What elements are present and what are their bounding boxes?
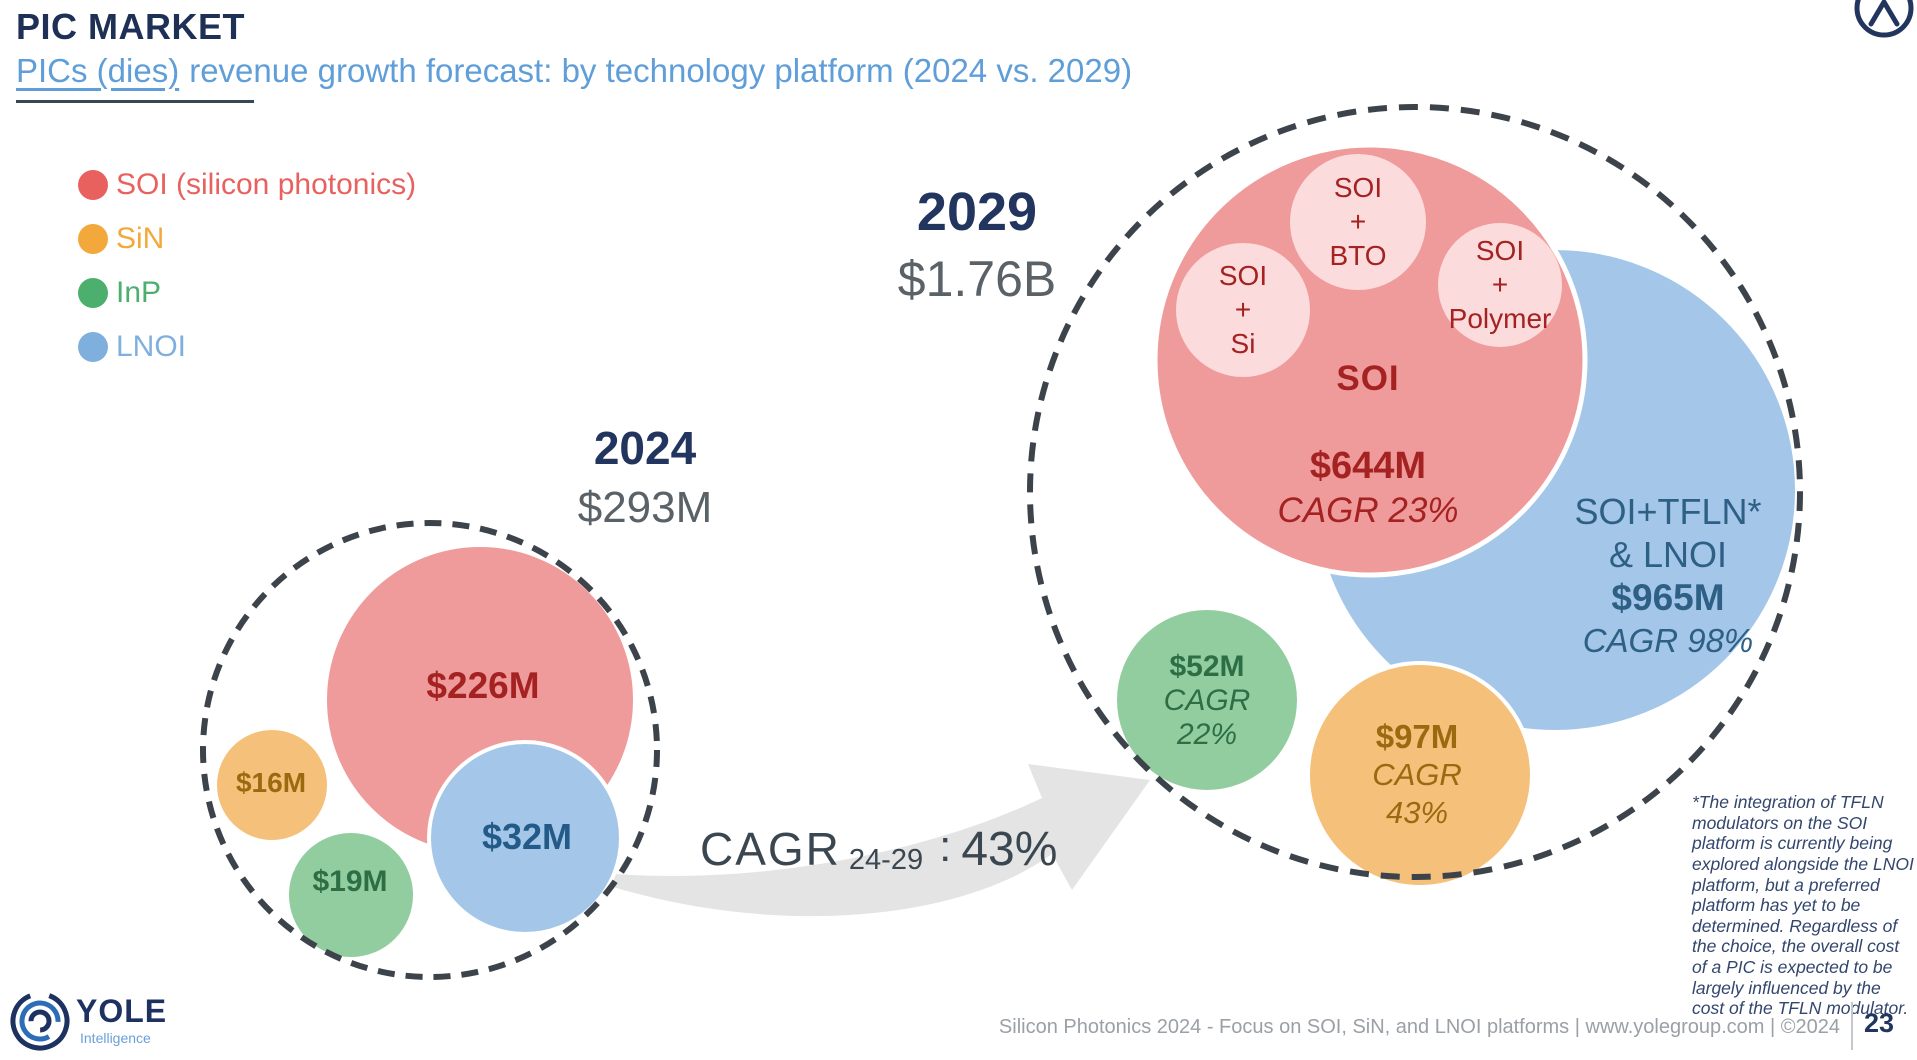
label-2029-lnoi-tfln: SOI+TFLN* & LNOI $965M CAGR 98%	[1574, 490, 1761, 662]
label-2029-inp: $52M CAGR 22%	[1164, 650, 1251, 752]
sub-bubble-label-soi-bto: SOI + BTO	[1329, 172, 1387, 271]
brand-name: YOLE	[76, 993, 168, 1029]
dashed-boundary-2029	[1027, 104, 1803, 880]
value-2029-lnoi: $965M	[1611, 577, 1725, 618]
legend-swatch-sin-icon	[78, 224, 108, 254]
sub-bubble-label-soi-polymer: SOI + Polymer	[1448, 235, 1552, 334]
value-2024-soi: $226M	[426, 665, 540, 706]
platform-2029-lnoi-line2: & LNOI	[1608, 534, 1728, 575]
growth-arrow	[558, 764, 1150, 917]
cagr-word-2029-inp: CAGR	[1163, 684, 1251, 717]
cagr-value-2029-sin: 43%	[1385, 795, 1449, 830]
subtitle-underline	[16, 100, 254, 103]
total-label-2024: $293M	[577, 483, 713, 532]
footnote: *The integration of TFLN modulators on t…	[1692, 792, 1914, 1019]
bubble-2024-inp	[285, 829, 417, 961]
subtitle-rest: revenue growth forecast: by technology p…	[189, 52, 1133, 89]
page-subtitle: PICs (dies) revenue growth forecast: by t…	[16, 52, 1132, 90]
legend-label-lnoi: LNOI	[116, 330, 187, 363]
bubble-2029-inp	[1113, 606, 1301, 794]
bubble-2024-lnoi	[427, 740, 623, 936]
legend-label-sin: SiN	[116, 222, 165, 255]
legend-item-soi: SOI (silicon photonics)	[78, 158, 416, 212]
page-number: 23	[1864, 1008, 1895, 1038]
footer-divider	[1851, 1002, 1853, 1050]
compass-arrow	[1868, 0, 1900, 27]
brand-tagline: Intelligence	[80, 1030, 151, 1046]
legend-swatch-inp-icon	[78, 278, 108, 308]
bubble-2029-soi-bto	[1290, 154, 1426, 290]
bubble-2029-sin	[1306, 661, 1534, 889]
value-2029-inp: $52M	[1169, 650, 1245, 683]
value-2029-soi: $644M	[1309, 445, 1427, 487]
cagr-value-2029-inp: 22%	[1176, 718, 1238, 751]
value-2029-sin: $97M	[1375, 718, 1459, 755]
bubble-2024-sin	[213, 726, 331, 844]
cagr-2029-lnoi: CAGR 98%	[1582, 622, 1754, 659]
bubble-2029-soi-si	[1176, 243, 1310, 377]
value-2024-sin: $16M	[235, 767, 307, 798]
total-label-2029: $1.76B	[897, 251, 1057, 307]
yole-compass-icon	[1854, 0, 1914, 38]
legend-swatch-lnoi-icon	[78, 332, 108, 362]
legend-item-inp: InP	[78, 266, 416, 320]
cagr-colon: :	[939, 822, 952, 871]
subtitle-link: PICs (dies)	[16, 52, 180, 89]
yole-logo-icon	[10, 991, 70, 1051]
footer-text: Silicon Photonics 2024 - Focus on SOI, S…	[998, 1016, 1840, 1038]
legend-swatch-soi-icon	[78, 170, 108, 200]
cagr-2029-soi: CAGR 23%	[1277, 491, 1459, 530]
legend-item-sin: SiN	[78, 212, 416, 266]
legend: SOI (silicon photonics) SiN InP LNOI	[78, 158, 416, 374]
page-title: PIC MARKET	[16, 6, 245, 47]
dashed-boundary-2024	[200, 520, 660, 980]
bubble-2029-soi-polymer	[1438, 223, 1562, 347]
year-label-2029: 2029	[916, 182, 1038, 242]
year-label-2024: 2024	[593, 422, 697, 474]
label-2029-sin: $97M CAGR 43%	[1372, 718, 1462, 832]
legend-item-lnoi: LNOI	[78, 320, 416, 374]
legend-label-soi: SOI (silicon photonics)	[116, 168, 417, 201]
cagr-24-29-annotation: CAGR 24-29 : 43%	[700, 822, 1057, 877]
cagr-value: 43%	[961, 823, 1058, 876]
cagr-word: CAGR	[700, 823, 841, 875]
value-2024-lnoi: $32M	[481, 816, 573, 857]
cagr-word-2029-sin: CAGR	[1372, 757, 1462, 792]
platform-2029-lnoi-line1: SOI+TFLN*	[1574, 491, 1762, 532]
cagr-subscript: 24-29	[848, 844, 924, 876]
sub-bubble-label-soi-si: SOI + Si	[1218, 260, 1268, 359]
value-2024-inp: $19M	[312, 865, 388, 898]
legend-label-inp: InP	[116, 276, 162, 309]
platform-label-2029-soi: SOI	[1336, 359, 1400, 398]
